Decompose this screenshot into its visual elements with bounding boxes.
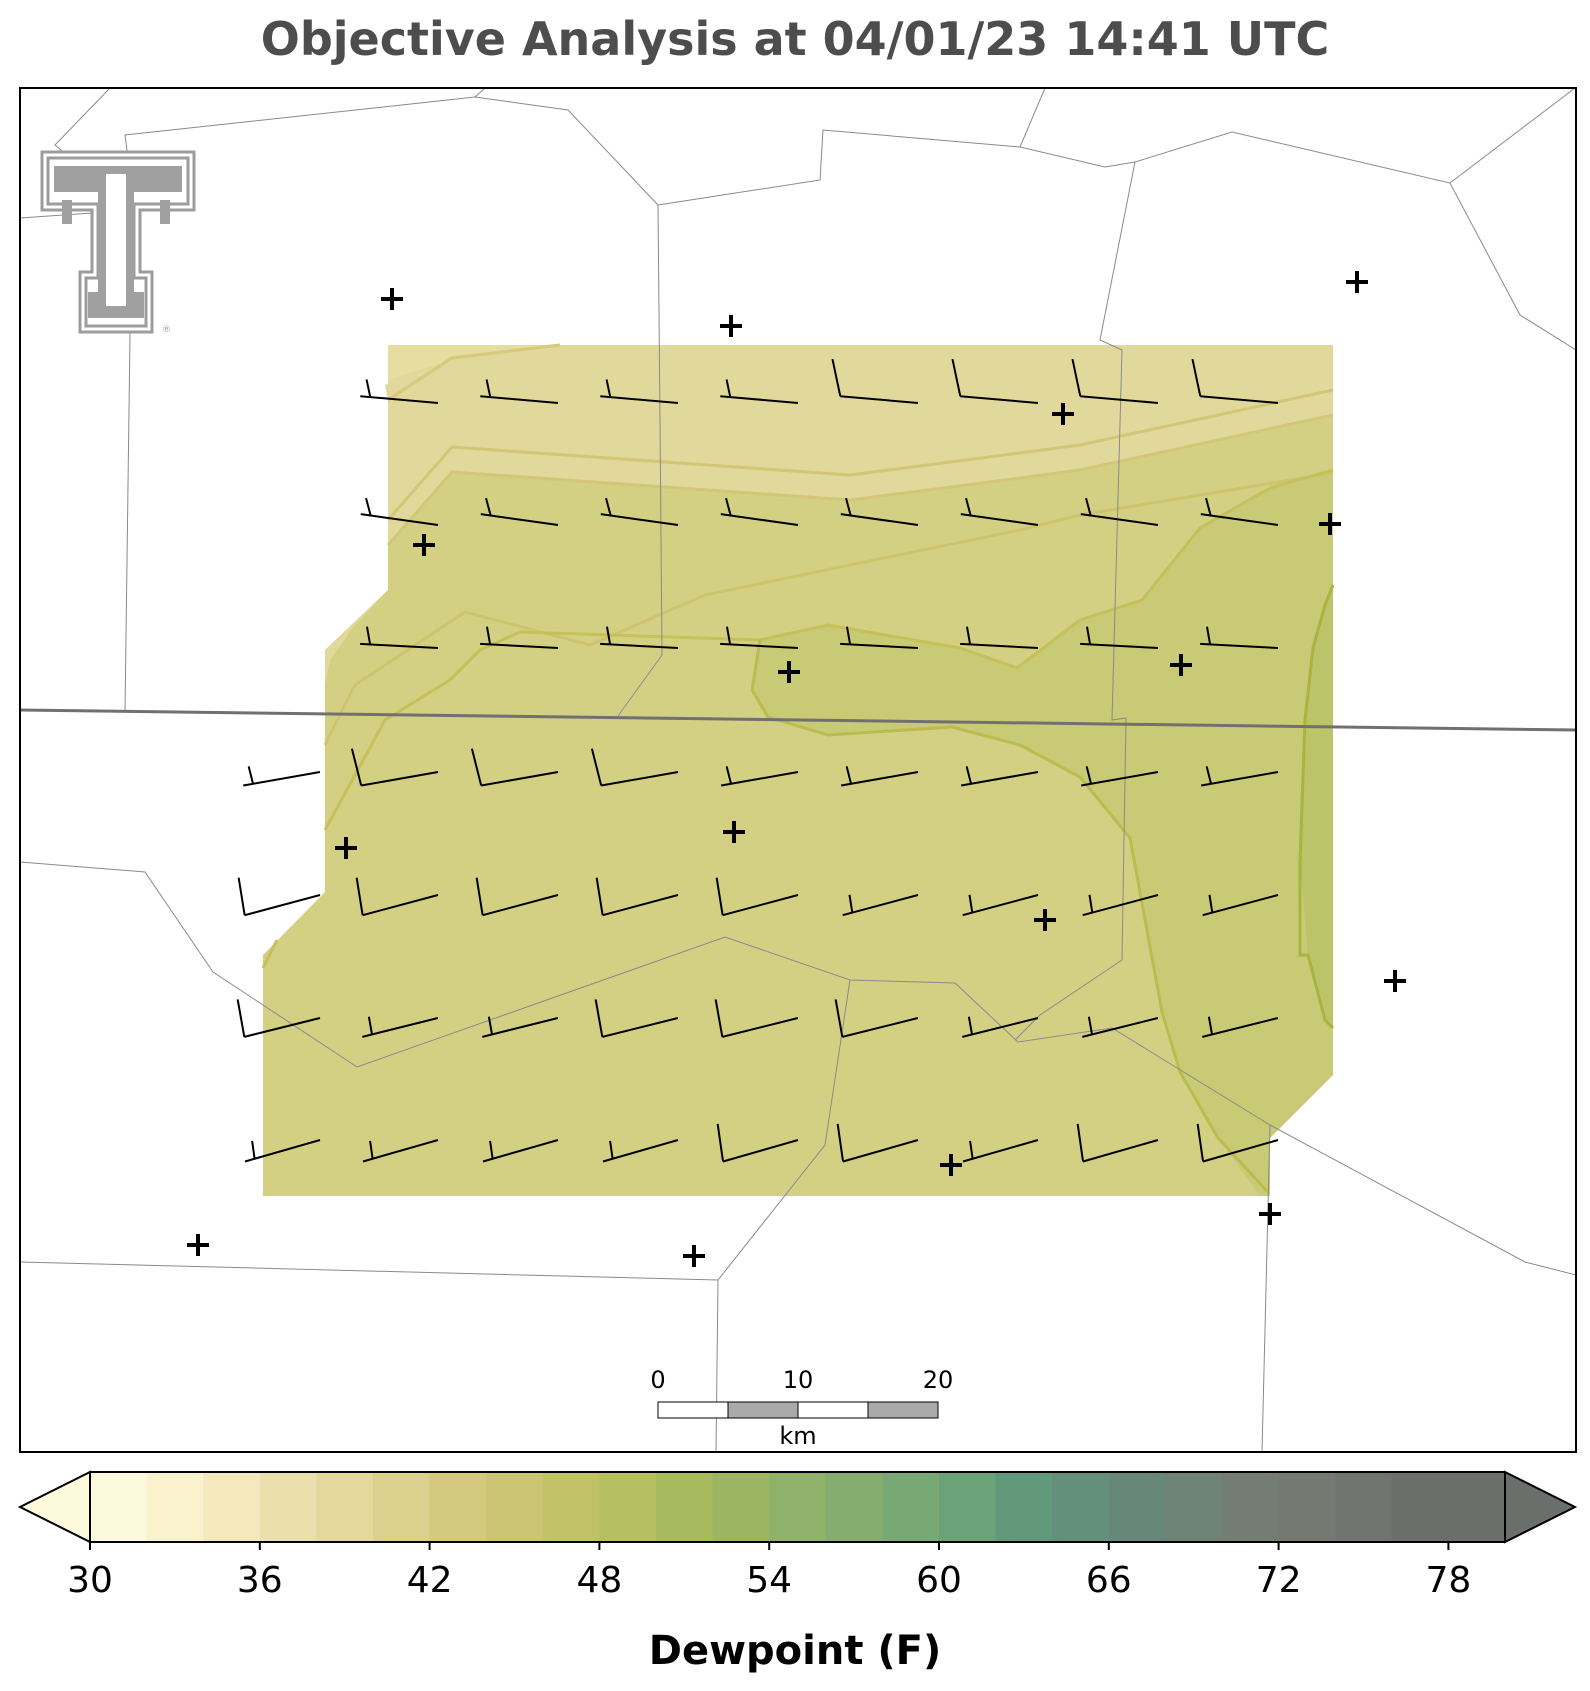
analysis-region-42 (325, 345, 1333, 685)
wind-barb (470, 748, 559, 787)
texas-tech-logo: ® (40, 150, 196, 335)
colorbar-label: Dewpoint (F) (648, 1628, 942, 1674)
wind-barb (362, 1016, 439, 1038)
station-markers (187, 271, 1406, 1267)
wind-barb (1082, 1016, 1159, 1038)
wind-barb (360, 497, 439, 526)
scale-unit: km (779, 1422, 816, 1450)
wind-barb (236, 999, 321, 1038)
wind-barb (594, 999, 679, 1038)
dewpoint-contours-visible (386, 343, 1334, 546)
station-marker (413, 534, 435, 556)
scale-label-0: 0 (650, 1366, 665, 1394)
wind-barb (1191, 358, 1279, 404)
wind-barb (1082, 894, 1159, 917)
station-marker (1346, 271, 1368, 293)
wind-barb (1080, 626, 1159, 649)
analysis-region-44 (263, 345, 1333, 1196)
station-marker (1319, 513, 1341, 535)
station-marker (1259, 1203, 1281, 1225)
wind-barb (360, 626, 439, 649)
station-marker (335, 837, 357, 859)
wind-barb (595, 877, 679, 917)
wind-barb (1201, 766, 1279, 787)
wind-barb (840, 626, 919, 649)
station-marker (940, 1154, 962, 1176)
station-marker (187, 1234, 209, 1256)
wind-barb (962, 1016, 1039, 1038)
station-marker (1034, 909, 1056, 931)
wind-barb (960, 626, 1039, 649)
station-marker (1052, 403, 1074, 425)
wind-barb (962, 1139, 1039, 1163)
wind-barb (600, 626, 679, 649)
wind-barb (721, 766, 799, 787)
wind-barb (482, 1139, 559, 1163)
wind-barb (1200, 497, 1279, 526)
wind-barb (243, 766, 321, 787)
wind-barb (962, 894, 1039, 917)
scale-label-20: 20 (923, 1366, 954, 1394)
wind-barb (720, 379, 799, 404)
wind-barb (951, 358, 1039, 404)
analysis-region-46 (752, 470, 1333, 1196)
wind-barb (237, 877, 321, 917)
wind-barb (1202, 1016, 1279, 1038)
wind-barb (482, 1016, 559, 1038)
station-marker (720, 315, 742, 337)
wind-barb (1076, 1123, 1159, 1163)
wind-barb (602, 1139, 679, 1163)
wind-barb (1071, 358, 1159, 404)
wind-barb (600, 497, 679, 526)
wind-barb (960, 497, 1039, 526)
wind-barb (836, 1123, 919, 1163)
wind-barb (842, 894, 919, 917)
wind-barb (480, 626, 559, 649)
station-marker (778, 661, 800, 683)
wind-barb (350, 748, 439, 787)
wind-barb (841, 766, 919, 787)
wind-barb (840, 497, 919, 526)
wind-barb (1196, 1123, 1279, 1163)
county-boundaries (20, 88, 1576, 1452)
wind-barb (716, 1123, 799, 1163)
wind-barb (1081, 766, 1159, 787)
wind-barb (834, 999, 919, 1038)
scale-label-10: 10 (783, 1366, 814, 1394)
scale-bar: 0 10 20 km (650, 1366, 953, 1450)
wind-barb (360, 379, 439, 404)
station-marker (683, 1245, 705, 1267)
map-title: Objective Analysis at 04/01/23 14:41 UTC (260, 12, 1330, 66)
wind-barb (1200, 626, 1279, 649)
wind-barb (720, 497, 799, 526)
dewpoint-contours (261, 343, 1335, 1194)
wind-barb (720, 626, 799, 649)
svg-text:®: ® (162, 325, 171, 335)
wind-barb (600, 379, 679, 404)
wind-barb (715, 877, 799, 917)
map-border (19, 87, 1577, 1453)
station-marker (1384, 970, 1406, 992)
wind-barb (362, 1139, 439, 1163)
wind-barb (1202, 894, 1279, 917)
wind-barb (831, 358, 919, 404)
station-marker (723, 821, 745, 843)
state-boundary (20, 708, 1576, 732)
wind-barb (961, 766, 1039, 787)
wind-barb (480, 379, 559, 404)
wind-barb (590, 748, 679, 787)
wind-barb (475, 877, 559, 917)
wind-barb (355, 877, 439, 917)
station-marker (381, 288, 403, 310)
wind-barbs (236, 358, 1279, 1163)
wind-barb (480, 497, 559, 526)
wind-barb (714, 999, 799, 1038)
wind-barb (1080, 497, 1159, 526)
wind-barb (244, 1139, 321, 1163)
analysis-region-40 (388, 345, 560, 380)
station-marker (1170, 654, 1192, 676)
